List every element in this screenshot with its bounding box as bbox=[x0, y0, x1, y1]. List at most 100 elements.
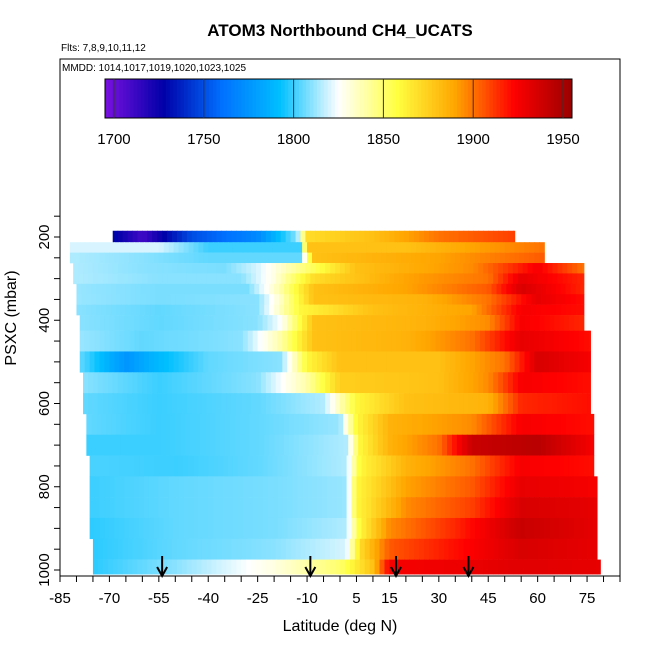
colorbar-cell bbox=[212, 79, 217, 118]
heatmap-cell bbox=[285, 263, 292, 274]
heatmap-cell bbox=[172, 273, 178, 285]
heatmap-cell bbox=[116, 434, 122, 456]
heatmap-cell bbox=[145, 294, 152, 305]
heatmap-cell bbox=[94, 252, 101, 264]
heatmap-cell bbox=[287, 476, 293, 498]
heatmap-cell bbox=[284, 294, 290, 305]
heatmap-cell bbox=[371, 351, 377, 373]
heatmap-cell bbox=[499, 476, 506, 498]
y-tick-label: 200 bbox=[36, 224, 53, 249]
heatmap-cell bbox=[148, 252, 155, 264]
colorbar-cell bbox=[349, 79, 354, 118]
heatmap-cell bbox=[504, 517, 511, 540]
heatmap-cell bbox=[582, 263, 585, 274]
heatmap-cell bbox=[336, 252, 343, 264]
heatmap-cell bbox=[511, 413, 517, 436]
heatmap-cell bbox=[145, 413, 152, 436]
heatmap-cell bbox=[209, 434, 216, 456]
heatmap-cell bbox=[503, 393, 509, 415]
heatmap-cell bbox=[330, 559, 336, 575]
heatmap-cell bbox=[142, 393, 148, 415]
heatmap-cell bbox=[135, 413, 142, 436]
heatmap-cell bbox=[188, 476, 195, 498]
heatmap-cell bbox=[460, 455, 466, 477]
heatmap-cell bbox=[173, 315, 180, 331]
heatmap-cell bbox=[412, 283, 419, 295]
heatmap-cell bbox=[160, 413, 167, 436]
heatmap-cell bbox=[369, 538, 376, 560]
heatmap-cell bbox=[346, 330, 353, 352]
heatmap-cell bbox=[450, 315, 456, 331]
heatmap-cell bbox=[410, 242, 417, 253]
heatmap-cell bbox=[529, 315, 535, 331]
heatmap-cell bbox=[323, 294, 330, 305]
heatmap-cell bbox=[420, 517, 427, 540]
heatmap-cell bbox=[214, 294, 221, 305]
heatmap-cell bbox=[346, 315, 353, 331]
heatmap-cell bbox=[537, 372, 544, 394]
heatmap-cell bbox=[313, 434, 320, 456]
heatmap-cell bbox=[287, 351, 293, 373]
heatmap-cell bbox=[104, 476, 111, 498]
heatmap-cell bbox=[465, 252, 471, 264]
heatmap-cell bbox=[328, 294, 335, 305]
heatmap-cell bbox=[272, 517, 279, 540]
heatmap-cell bbox=[242, 242, 249, 253]
heatmap-cell bbox=[321, 351, 328, 373]
heatmap-cell bbox=[475, 476, 481, 498]
colorbar-cell bbox=[105, 79, 110, 118]
heatmap-cell bbox=[178, 476, 185, 498]
heatmap-cell bbox=[247, 476, 254, 498]
heatmap-cell bbox=[134, 476, 140, 498]
colorbar-cell bbox=[227, 79, 232, 118]
heatmap-cell bbox=[504, 455, 511, 477]
heatmap-cell bbox=[303, 434, 310, 456]
heatmap-cell bbox=[489, 242, 496, 253]
heatmap-cell bbox=[285, 372, 292, 394]
heatmap-cell bbox=[76, 294, 83, 305]
heatmap-cell bbox=[478, 263, 484, 274]
heatmap-cell bbox=[279, 413, 285, 436]
heatmap-cell bbox=[366, 242, 372, 253]
heatmap-cell bbox=[531, 413, 537, 436]
heatmap-cell bbox=[340, 393, 346, 415]
heatmap-cell bbox=[582, 559, 588, 575]
heatmap-cell bbox=[527, 273, 534, 285]
heatmap-cell bbox=[97, 263, 104, 274]
heatmap-cell bbox=[580, 304, 585, 316]
heatmap-cell bbox=[567, 263, 573, 274]
heatmap-cell bbox=[259, 434, 265, 456]
heatmap-cell bbox=[545, 283, 552, 295]
heatmap-cell bbox=[275, 559, 282, 575]
heatmap-cell bbox=[158, 315, 165, 331]
x-axis: -85 -70 -55 -40 -25 -10 5 15 30 45 60 75 bbox=[49, 576, 621, 607]
heatmap-cell bbox=[484, 476, 491, 498]
heatmap-cell bbox=[135, 434, 142, 456]
heatmap-cell bbox=[550, 294, 557, 305]
heatmap-cell bbox=[173, 252, 180, 264]
heatmap-cell bbox=[407, 434, 414, 456]
colorbar-cell bbox=[482, 79, 487, 118]
heatmap-cell bbox=[96, 294, 102, 305]
heatmap-cell bbox=[363, 413, 369, 436]
heatmap-cell bbox=[257, 315, 264, 331]
heatmap-cell bbox=[262, 497, 269, 519]
heatmap-cell bbox=[344, 273, 351, 285]
heatmap-cell bbox=[400, 315, 407, 331]
heatmap-cell bbox=[94, 517, 101, 540]
heatmap-cell bbox=[297, 330, 303, 352]
heatmap-cell bbox=[554, 330, 560, 352]
heatmap-cell bbox=[443, 230, 450, 243]
heatmap-cell bbox=[246, 263, 252, 274]
heatmap-cell bbox=[269, 283, 275, 295]
heatmap-cell bbox=[94, 476, 101, 498]
heatmap-cell bbox=[488, 559, 494, 575]
heatmap-cell bbox=[498, 230, 504, 243]
heatmap-cell bbox=[284, 434, 290, 456]
heatmap-cell bbox=[508, 559, 514, 575]
heatmap-cell bbox=[231, 559, 237, 575]
heatmap-cell bbox=[89, 242, 96, 253]
heatmap-cell bbox=[359, 372, 366, 394]
heatmap-cell bbox=[236, 393, 242, 415]
heatmap-cell bbox=[478, 393, 484, 415]
